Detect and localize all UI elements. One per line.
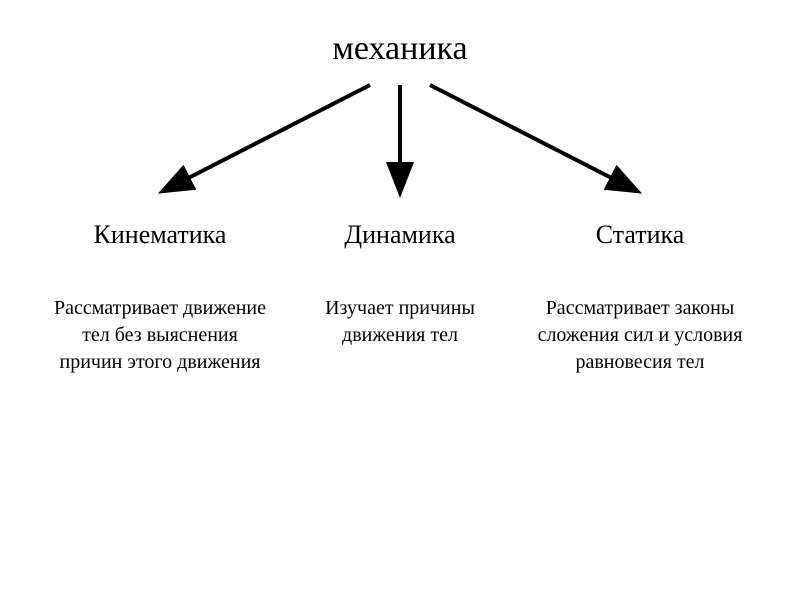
branch-title-statics: Статика (540, 220, 740, 250)
root-title: механика (332, 30, 467, 68)
branch-desc-kinematics: Рассматривает движение тел без выяснения… (50, 295, 270, 376)
arrows-container (0, 80, 800, 210)
branch-desc-statics: Рассматривает законы сложения сил и усло… (530, 295, 750, 376)
arrow-left (165, 85, 370, 190)
branch-title-kinematics: Кинематика (60, 220, 260, 250)
branch-desc-dynamics: Изучает причины движения тел (310, 295, 490, 349)
arrow-right (430, 85, 635, 190)
branch-title-dynamics: Динамика (300, 220, 500, 250)
